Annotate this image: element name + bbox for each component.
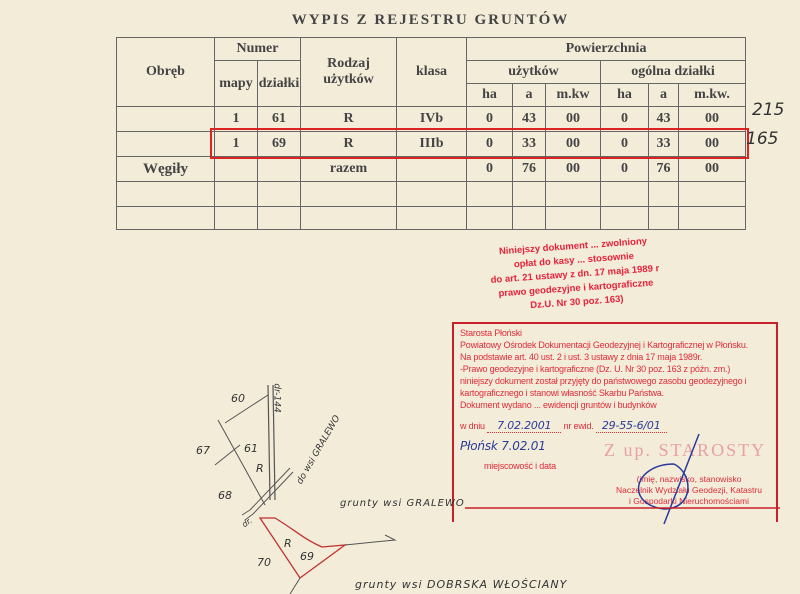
parcel-label: 70 xyxy=(257,556,271,569)
signature-line: Naczelnik Wydziału Geodezji, Katastru xyxy=(616,485,762,495)
issue-date: 7.02.2001 xyxy=(487,419,562,433)
document-title: WYPIS Z REJESTRU GRUNTÓW xyxy=(291,12,570,28)
header-klasa: klasa xyxy=(396,37,467,107)
place-date-label: miejscowość i data xyxy=(484,461,556,471)
cell xyxy=(396,156,467,182)
signature-line: i Gospodarki Nieruchomościami xyxy=(629,496,749,506)
cell: Węgiły xyxy=(116,156,215,182)
stamp-line: Starosta Płoński xyxy=(460,328,522,338)
parcel-label: 68 xyxy=(218,489,232,502)
cell xyxy=(214,156,258,182)
header-dzialki: działki xyxy=(257,60,301,107)
table-row: 1 61 R IVb 0 43 00 0 43 00 xyxy=(116,106,747,132)
place-date: Płońsk 7.02.01 xyxy=(460,439,546,453)
cell: 0 xyxy=(466,106,513,132)
handwritten-note: 165 xyxy=(746,129,779,149)
table-row xyxy=(116,181,747,207)
fee-exemption-stamp: Niniejszy dokument ... zwolniony opłat d… xyxy=(468,233,682,317)
parcel-label: 67 xyxy=(196,444,210,457)
use-label: R xyxy=(284,537,292,550)
cell: 76 xyxy=(512,156,546,182)
parcel-label: 60 xyxy=(231,392,245,405)
cell: 1 xyxy=(214,106,258,132)
neighbor-label: grunty wsi GRALEWO xyxy=(340,498,465,509)
stamp-line: kartograficznego i stanowi własność Skar… xyxy=(460,388,664,398)
arrow-line xyxy=(289,534,397,594)
parcel-label: 61 xyxy=(244,442,258,455)
cell: 43 xyxy=(648,106,679,132)
cell xyxy=(116,106,215,132)
table-row: Węgiły razem 0 76 00 0 76 00 xyxy=(116,156,747,182)
use-label: R xyxy=(256,462,264,475)
parcel-label: 69 xyxy=(300,550,314,563)
parcel-map xyxy=(214,384,397,594)
highlight-box xyxy=(210,128,749,159)
header-mkw: m.kw. xyxy=(677,83,747,107)
table-row xyxy=(116,206,747,230)
parcel-69-outline xyxy=(258,517,348,579)
cell: 00 xyxy=(545,156,601,182)
header-a: a xyxy=(648,83,679,107)
land-register-table: Obręb Numer Rodzaj użytków klasa Powierzchni… xyxy=(116,37,747,230)
cell: 00 xyxy=(677,156,747,182)
header-ogolna: ogólna działki xyxy=(599,60,747,84)
cell: 00 xyxy=(545,131,601,157)
cell xyxy=(257,156,301,182)
stamp-line-bottom xyxy=(465,507,780,509)
stamp-line: Powiatowy Ośrodek Dokumentacji Geodezyjn… xyxy=(460,340,748,350)
header-uzytkow: użytków xyxy=(466,60,601,84)
cell: 69 xyxy=(257,131,301,157)
stamp-line: niniejszy dokument został przyjęty do pa… xyxy=(460,376,747,386)
starosta-stamp: Z up. STAROSTY xyxy=(604,440,767,460)
header-ha: ha xyxy=(466,83,513,107)
header-mapy: mapy xyxy=(214,60,258,107)
road-label: dr-144 xyxy=(271,383,282,413)
cell: 00 xyxy=(677,106,747,132)
signature-line: (imię, nazwisko, stanowisko xyxy=(636,474,742,484)
header-obreb: Obręb xyxy=(116,37,215,107)
stamp-line: -Prawo geodezyjne i kartograficzne (Dz. … xyxy=(460,364,731,374)
cell: 76 xyxy=(648,156,679,182)
header-a: a xyxy=(512,83,546,107)
header-powierzchnia: Powierzchnia xyxy=(465,37,747,61)
registration-number: 29-55-6/01 xyxy=(595,419,667,433)
cell: 00 xyxy=(545,106,601,132)
registration-stamp: Starosta Płoński Powiatowy Ośrodek Dokum… xyxy=(452,322,778,525)
boundary-line xyxy=(214,394,294,521)
nr-label: nr ewid. xyxy=(563,421,594,431)
cell: 00 xyxy=(677,131,747,157)
handwritten-note: 215 xyxy=(752,100,785,120)
signature xyxy=(637,433,700,525)
cell: 43 xyxy=(512,106,546,132)
header-numer: Numer xyxy=(214,37,301,61)
stamp-line: Dokument wydano ... ewidencji gruntów i … xyxy=(460,400,657,410)
header-rodzaj: Rodzaj użytków xyxy=(300,37,397,107)
cell: 61 xyxy=(257,106,301,132)
cell: 0 xyxy=(600,156,649,182)
cell: razem xyxy=(300,156,397,182)
header-ha: ha xyxy=(600,83,649,107)
table-row: 1 69 R IIIb 0 33 00 0 33 00 xyxy=(116,131,747,157)
road-line xyxy=(267,384,276,501)
cell: 0 xyxy=(466,156,513,182)
cell: R xyxy=(300,106,397,132)
neighbor-label: grunty wsi DOBRSKA WŁOŚCIANY xyxy=(355,578,568,591)
cell: 33 xyxy=(512,131,546,157)
stamp-line: Na podstawie art. 40 ust. 2 i ust. 3 ust… xyxy=(460,352,703,362)
cell xyxy=(116,131,215,157)
header-mkw: m.kw xyxy=(545,83,601,107)
date-label: w dniu xyxy=(460,421,485,431)
